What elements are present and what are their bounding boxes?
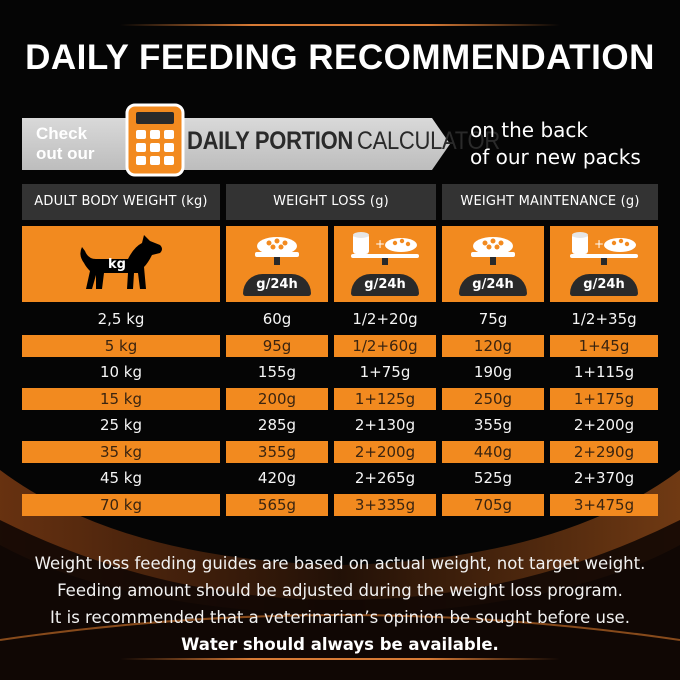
cell-maint-dry: 525g [473, 469, 513, 487]
loss-mix-icon-cell: + g/24h [334, 226, 436, 302]
cell-maint-mix: 1+45g [550, 334, 658, 357]
cell-maint-dry: 75g [478, 310, 508, 328]
cell-weight: 5 kg [22, 334, 220, 357]
cell-loss-dry: 420g [257, 469, 297, 487]
note-line-2: Feeding amount should be adjusted during… [57, 581, 623, 600]
cell-weight: 25 kg [99, 416, 143, 434]
cell-maint-mix: 1/2+35g [571, 310, 637, 328]
bottom-divider [120, 658, 560, 660]
cell-weight: 35 kg [22, 440, 220, 463]
cell-loss-dry: 355g [226, 440, 328, 463]
dog-kg-label: kg [108, 257, 126, 272]
cell-loss-dry: 155g [257, 363, 297, 381]
table-row: 45 kg 420g 2+265g 525g 2+370g [22, 467, 658, 489]
promo-banner: Check out our DAILY PORTION CALCULATOR [22, 103, 500, 177]
cell-maint-dry: 190g [473, 363, 513, 381]
cell-loss-mix: 2+265g [354, 469, 416, 487]
cell-maint-mix: 1+115g [573, 363, 635, 381]
cell-maint-dry: 440g [442, 440, 544, 463]
promo-calculator-text: DAILY PORTION CALCULATOR [187, 126, 500, 155]
per-day-badge: g/24h [243, 274, 311, 296]
svg-text:+: + [594, 237, 604, 251]
kibble-bowl-icon [471, 237, 515, 265]
can-plus-kibble-icon: + [351, 232, 419, 265]
page-title: DAILY FEEDING RECOMMENDATION [25, 38, 655, 77]
cell-maint-mix: 3+475g [550, 493, 658, 516]
per-day-badge: g/24h [459, 274, 527, 296]
header-weight-maintenance: WEIGHT MAINTENANCE (g) [442, 184, 658, 220]
per-day-badge: g/24h [351, 274, 419, 296]
cell-weight: 10 kg [99, 363, 143, 381]
promo-arrow-bar [22, 118, 450, 170]
cell-weight: 45 kg [99, 469, 143, 487]
dog-icon [80, 235, 162, 289]
cell-loss-dry: 565g [226, 493, 328, 516]
cell-maint-mix: 2+370g [573, 469, 635, 487]
cell-loss-mix: 2+130g [354, 416, 416, 434]
table-row: 15 kg 200g 1+125g 250g 1+175g [22, 387, 658, 410]
cell-maint-mix: 2+290g [550, 440, 658, 463]
cell-maint-mix: 1+175g [550, 387, 658, 410]
cell-weight: 2,5 kg [97, 310, 145, 328]
loss-dry-icon-cell: g/24h [226, 226, 328, 302]
cell-loss-dry: 60g [262, 310, 292, 328]
cell-loss-dry: 95g [226, 334, 328, 357]
table-row: 5 kg 95g 1/2+60g 120g 1+45g [22, 334, 658, 357]
cell-weight: 70 kg [22, 493, 220, 516]
svg-text:+: + [375, 237, 385, 251]
table-row: 25 kg 285g 2+130g 355g 2+200g [22, 414, 658, 436]
table-row: 35 kg 355g 2+200g 440g 2+290g [22, 440, 658, 463]
cell-maint-dry: 250g [442, 387, 544, 410]
note-line-3: It is recommended that a veterinarian’s … [50, 608, 630, 627]
maint-dry-icon-cell: g/24h [442, 226, 544, 302]
cell-loss-mix: 1/2+60g [334, 334, 436, 357]
note-line-1: Weight loss feeding guides are based on … [34, 554, 646, 573]
cell-loss-mix: 2+200g [334, 440, 436, 463]
calculator-icon [125, 103, 185, 177]
header-body-weight: ADULT BODY WEIGHT (kg) [22, 184, 220, 220]
can-plus-kibble-icon: + [570, 232, 638, 265]
cell-loss-dry: 200g [226, 387, 328, 410]
kibble-bowl-icon [255, 237, 299, 265]
promo-back-text: on the back of our new packs [470, 118, 641, 169]
cell-loss-mix: 1/2+20g [352, 310, 418, 328]
dog-cell: kg [22, 226, 220, 302]
top-divider [120, 24, 560, 26]
promo-check-text: Check out our [36, 124, 95, 163]
note-line-4: Water should always be available. [181, 635, 499, 654]
table-row: 2,5 kg 60g 1/2+20g 75g 1/2+35g [22, 308, 658, 330]
table-row: 70 kg 565g 3+335g 705g 3+475g [22, 493, 658, 516]
header-weight-loss: WEIGHT LOSS (g) [226, 184, 436, 220]
cell-weight: 15 kg [22, 387, 220, 410]
cell-loss-mix: 1+125g [334, 387, 436, 410]
cell-loss-mix: 3+335g [334, 493, 436, 516]
cell-maint-dry: 705g [442, 493, 544, 516]
cell-maint-dry: 120g [442, 334, 544, 357]
cell-maint-dry: 355g [473, 416, 513, 434]
feeding-notes: Weight loss feeding guides are based on … [0, 550, 680, 658]
cell-loss-mix: 1+75g [359, 363, 411, 381]
per-day-badge: g/24h [570, 274, 638, 296]
table-row: 10 kg 155g 1+75g 190g 1+115g [22, 361, 658, 383]
cell-loss-dry: 285g [257, 416, 297, 434]
cell-maint-mix: 2+200g [573, 416, 635, 434]
maint-mix-icon-cell: + g/24h [550, 226, 658, 302]
